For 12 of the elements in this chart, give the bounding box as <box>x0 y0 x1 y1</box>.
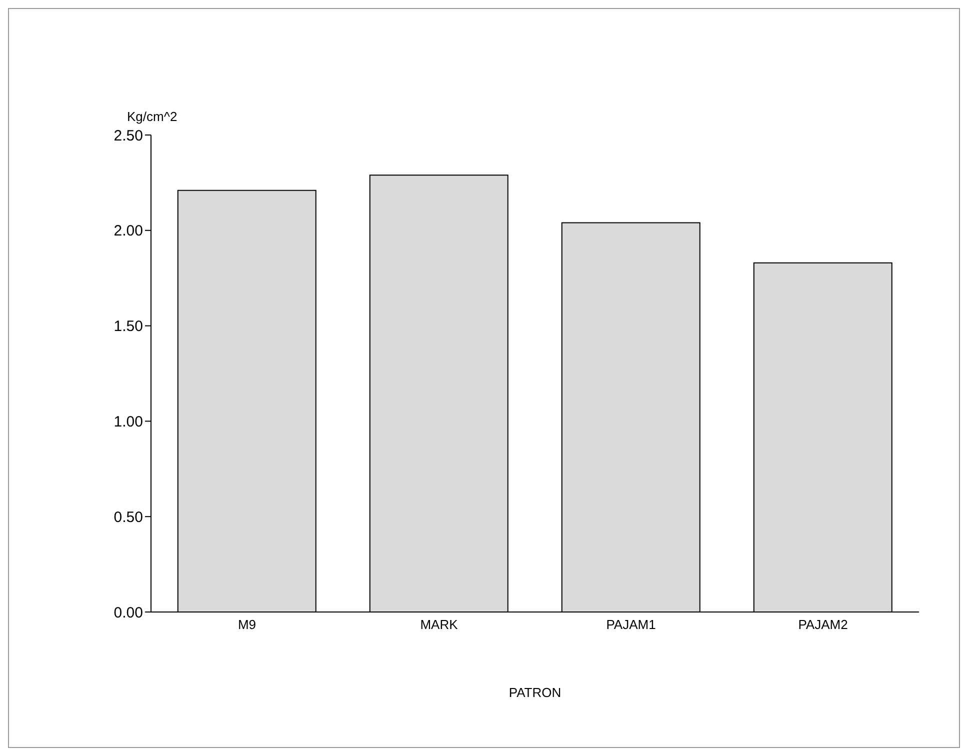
x-axis-title: PATRON <box>508 685 562 700</box>
x-tick-label: M9 <box>238 617 256 632</box>
y-axis-title: Kg/cm^2 <box>127 109 178 124</box>
y-tick-label: 2.00 <box>114 222 143 240</box>
x-tick-label: PAJAM1 <box>606 617 656 632</box>
x-tick-label: PAJAM2 <box>798 617 848 632</box>
y-tick-label: 0.50 <box>114 508 143 526</box>
y-tick-label: 1.50 <box>114 318 143 336</box>
x-tick-label: MARK <box>420 617 458 632</box>
y-tick-label: 2.50 <box>114 127 143 144</box>
y-tick-label: 0.00 <box>114 604 143 622</box>
y-tick-label: 1.00 <box>114 414 143 431</box>
